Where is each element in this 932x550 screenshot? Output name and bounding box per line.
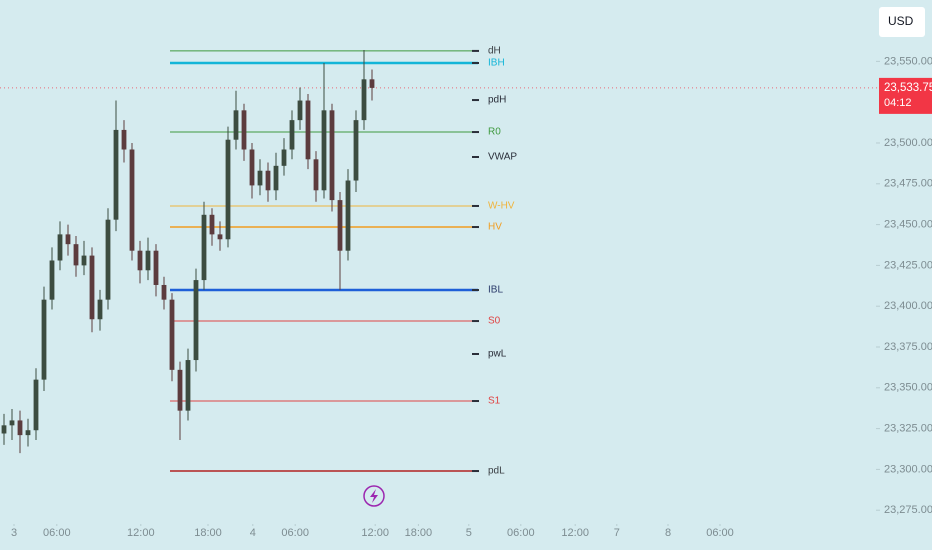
level-label: W-HV (488, 201, 515, 212)
last-price-badge (879, 77, 932, 114)
countdown-label: 04:12 (884, 97, 912, 109)
candle-body (297, 100, 303, 121)
candle-body (57, 234, 63, 261)
y-tick-label: 23,400.00 (884, 300, 932, 312)
level-label: pwL (488, 349, 507, 360)
currency[interactable]: USD (888, 14, 914, 28)
candle-body (369, 79, 375, 88)
candle-body (361, 79, 367, 121)
x-tick-label: 3 (11, 527, 17, 539)
candle-body (145, 250, 151, 271)
last-price-label: 23,533.75 (884, 82, 932, 94)
candle-body (25, 430, 31, 436)
candle-body (329, 110, 335, 201)
candle-body (313, 159, 319, 191)
x-tick-label: 12:00 (127, 527, 155, 539)
level-label: R0 (488, 127, 501, 138)
candle-body (321, 110, 327, 191)
x-tick-label: 06:00 (43, 527, 71, 539)
y-tick-label: 23,475.00 (884, 178, 932, 190)
x-tick-label: 18:00 (405, 527, 433, 539)
candle-body (9, 420, 15, 426)
candle-body (17, 420, 23, 436)
y-tick-label: 23,350.00 (884, 382, 932, 394)
candle-body (289, 120, 295, 150)
candle-body (49, 260, 55, 300)
candle-body (209, 214, 215, 235)
candle-body (81, 255, 87, 266)
alert-bolt[interactable] (370, 489, 378, 503)
level-label: VWAP (488, 152, 517, 163)
candle-body (185, 360, 191, 411)
candle-body (105, 219, 111, 300)
candle-body (73, 244, 79, 266)
candle-body (169, 299, 175, 370)
y-tick-label: 23,300.00 (884, 463, 932, 475)
y-tick-label: 23,500.00 (884, 137, 932, 149)
candle-body (89, 255, 95, 320)
y-tick-label: 23,375.00 (884, 341, 932, 353)
level-label: IBL (488, 285, 503, 296)
candle-body (97, 299, 103, 320)
candle-body (33, 379, 39, 431)
level-label: S0 (488, 316, 501, 327)
candle-body (201, 214, 207, 281)
x-tick-label: 4 (250, 527, 256, 539)
candle-body (249, 149, 255, 186)
candle-body (353, 120, 359, 181)
candle-body (273, 165, 279, 191)
candle-body (41, 299, 47, 380)
candle-body (305, 100, 311, 160)
alert-circle[interactable] (363, 485, 385, 507)
candle-body (137, 250, 143, 271)
x-tick-label: 06:00 (281, 527, 309, 539)
currency-button[interactable]: USD (879, 7, 925, 37)
candle-body (225, 139, 231, 240)
y-tick-label: 23,450.00 (884, 218, 932, 230)
level-label: HV (488, 222, 502, 233)
candle-body (153, 250, 159, 285)
candle-body (281, 149, 287, 166)
candle-body (241, 110, 247, 150)
y-tick-label: 23,425.00 (884, 259, 932, 271)
alert-icon[interactable] (363, 485, 385, 507)
y-tick-label: 23,325.00 (884, 423, 932, 435)
candle-body (265, 170, 271, 191)
candle-body (337, 200, 343, 251)
level-label: IBH (488, 58, 505, 69)
candle-body (129, 149, 135, 251)
candle-body (121, 129, 127, 150)
candle-body (193, 280, 199, 361)
candle-body (1, 425, 7, 434)
x-tick-label: 06:00 (706, 527, 734, 539)
candle-body (217, 234, 223, 240)
level-label: pdH (488, 95, 506, 106)
level-label: pdL (488, 466, 505, 477)
x-tick-label: 12:00 (361, 527, 389, 539)
x-tick-label: 18:00 (194, 527, 222, 539)
level-label: dH (488, 46, 501, 57)
candle-body (233, 110, 239, 140)
y-tick-label: 23,275.00 (884, 504, 932, 516)
candle-body (65, 234, 71, 245)
level-label: S1 (488, 396, 501, 407)
x-tick-label: 8 (665, 527, 671, 539)
candle-body (177, 369, 183, 411)
y-tick-label: 23,550.00 (884, 55, 932, 67)
candle-body (345, 180, 351, 251)
candle-body (161, 284, 167, 300)
currency-box[interactable] (879, 7, 925, 37)
x-tick-label: 06:00 (507, 527, 535, 539)
x-tick-label: 7 (614, 527, 620, 539)
candle-body (113, 129, 119, 220)
candle-body (257, 170, 263, 186)
x-tick-label: 5 (466, 527, 472, 539)
x-tick-label: 12:00 (561, 527, 589, 539)
